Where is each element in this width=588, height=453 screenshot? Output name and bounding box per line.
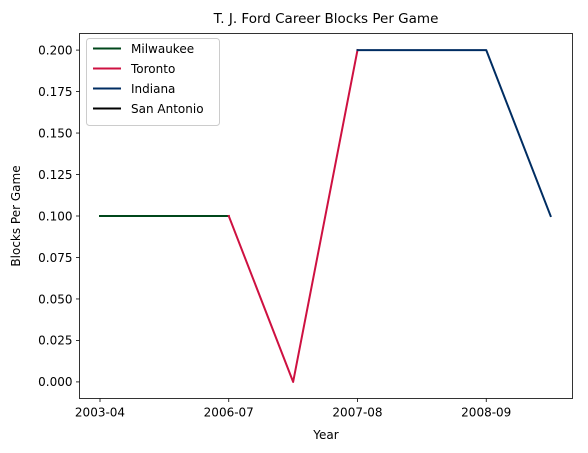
y-axis: 0.000 0.025 0.050 0.075 0.100 0.125 0.150 0.175…	[38, 43, 80, 389]
legend: Milwaukee Toronto Indiana San Antonio	[86, 38, 220, 126]
legend-entry: Toronto	[130, 62, 175, 76]
series-line-2	[356, 49, 552, 218]
series-line-1	[227, 48, 359, 383]
y-tick-label: 0.075	[38, 251, 72, 265]
x-tick-label: 2006-07	[204, 406, 254, 420]
legend-entry: San Antonio	[131, 102, 204, 116]
y-tick-label: 0.125	[38, 168, 72, 182]
legend-box	[86, 38, 220, 126]
y-tick-label: 0.100	[38, 209, 72, 223]
chart-title: T. J. Ford Career Blocks Per Game	[213, 11, 439, 27]
y-tick-label: 0.050	[38, 292, 72, 306]
y-tick-label: 0.200	[38, 43, 72, 57]
y-tick-label: 0.150	[38, 126, 72, 140]
y-tick-label: 0.175	[38, 85, 72, 99]
y-tick-label: 0.025	[38, 334, 72, 348]
series-layer	[99, 48, 552, 383]
y-axis-label: Blocks Per Game	[9, 165, 23, 266]
x-axis-label: Year	[312, 428, 338, 442]
legend-entry: Indiana	[131, 82, 175, 96]
x-tick-label: 2007-08	[332, 406, 382, 420]
y-tick-label: 0.000	[38, 375, 72, 389]
x-tick-label: 2003-04	[75, 406, 125, 420]
legend-entry: Milwaukee	[131, 42, 194, 56]
x-tick-label: 2008-09	[461, 406, 511, 420]
